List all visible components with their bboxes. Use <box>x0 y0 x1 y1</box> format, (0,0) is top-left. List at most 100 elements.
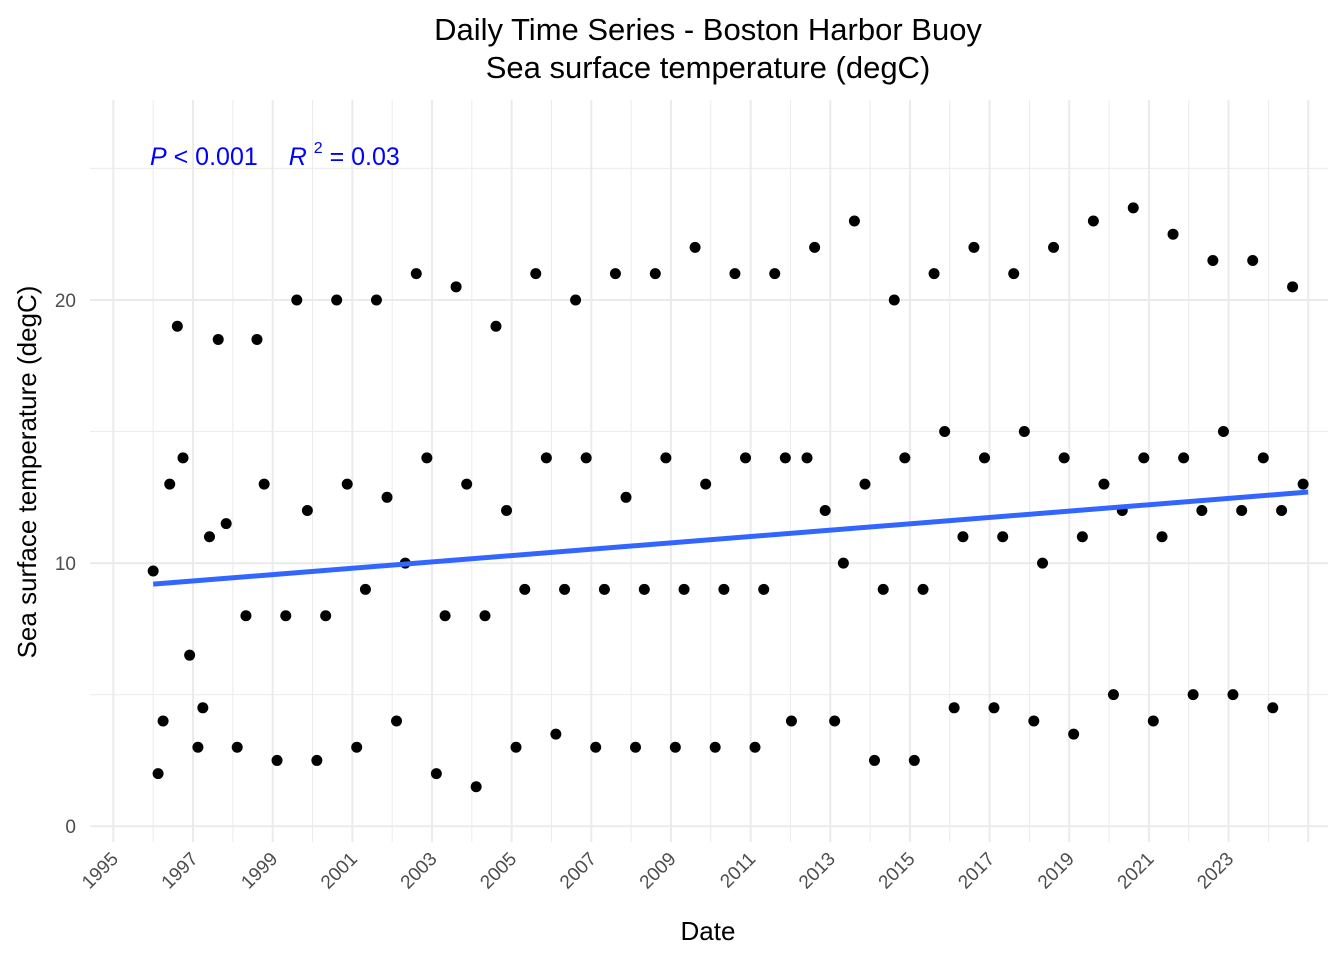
data-point <box>203 531 215 543</box>
data-point <box>809 241 821 253</box>
data-point <box>370 294 382 306</box>
data-point <box>957 531 969 543</box>
data-point <box>1008 268 1020 280</box>
data-point <box>1098 478 1110 490</box>
x-tick-label: 2003 <box>397 849 442 894</box>
data-point <box>147 565 159 577</box>
data-point <box>1028 715 1040 727</box>
data-point <box>1196 504 1208 516</box>
data-point <box>152 768 164 780</box>
data-point <box>978 452 990 464</box>
data-point <box>590 741 602 753</box>
x-tick-label: 2013 <box>795 849 840 894</box>
data-point <box>1178 452 1190 464</box>
data-point <box>1167 228 1179 240</box>
x-tick-label: 2015 <box>875 849 920 894</box>
data-point <box>939 426 951 438</box>
data-point <box>928 268 940 280</box>
data-point <box>877 583 889 595</box>
data-point <box>580 452 592 464</box>
x-tick-label: 2017 <box>954 849 999 894</box>
data-point <box>1048 241 1060 253</box>
data-point <box>848 215 860 227</box>
x-tick-label: 2005 <box>476 849 521 894</box>
annotation-p-text: < 0.001 <box>174 143 258 171</box>
data-point <box>220 518 232 530</box>
data-point <box>700 478 712 490</box>
x-tick-label: 2011 <box>716 849 760 893</box>
data-point <box>749 741 761 753</box>
annotation-r-sup: 2 <box>314 140 323 157</box>
data-point <box>280 610 292 622</box>
data-point <box>171 320 183 332</box>
data-point <box>758 583 770 595</box>
x-tick-label: 2007 <box>556 849 601 894</box>
data-point <box>479 610 491 622</box>
data-point <box>1068 728 1080 740</box>
data-point <box>461 478 473 490</box>
data-point <box>598 583 610 595</box>
data-point <box>164 478 176 490</box>
y-tick-label: 0 <box>65 817 76 838</box>
data-point <box>769 268 781 280</box>
data-point <box>709 741 721 753</box>
data-point <box>888 294 900 306</box>
data-points <box>147 202 1309 793</box>
data-point <box>559 583 571 595</box>
chart-subtitle: Sea surface temperature (degC) <box>486 50 931 85</box>
x-tick-label: 1997 <box>158 849 203 894</box>
data-point <box>291 294 303 306</box>
data-point <box>359 583 371 595</box>
data-point <box>550 728 562 740</box>
data-point <box>638 583 650 595</box>
data-point <box>470 781 482 793</box>
data-point <box>1297 478 1309 490</box>
data-point <box>785 715 797 727</box>
data-point <box>1156 531 1168 543</box>
data-point <box>868 754 880 766</box>
data-point <box>620 491 632 503</box>
data-point <box>997 531 1009 543</box>
data-point <box>1287 281 1299 293</box>
data-point <box>530 268 542 280</box>
grid <box>90 100 1328 842</box>
data-point <box>660 452 672 464</box>
data-point <box>629 741 641 753</box>
data-point <box>212 333 224 345</box>
data-point <box>1107 689 1119 701</box>
data-point <box>968 241 980 253</box>
data-point <box>450 281 462 293</box>
data-point <box>1227 689 1239 701</box>
y-axis-title: Sea surface temperature (degC) <box>12 286 42 659</box>
data-point <box>421 452 433 464</box>
data-point <box>501 504 513 516</box>
data-point <box>430 768 442 780</box>
data-point <box>740 452 752 464</box>
data-point <box>829 715 841 727</box>
x-tick-label: 2009 <box>636 849 681 894</box>
data-point <box>197 702 209 714</box>
x-tick-label: 2023 <box>1193 849 1238 894</box>
data-point <box>1147 715 1159 727</box>
data-point <box>240 610 252 622</box>
data-point <box>729 268 741 280</box>
data-point <box>381 491 393 503</box>
annotation-r-symbol: R <box>289 143 307 171</box>
data-point <box>819 504 831 516</box>
data-point <box>1076 531 1088 543</box>
x-tick-label: 1995 <box>78 849 123 894</box>
data-point <box>837 557 849 569</box>
data-point <box>177 452 189 464</box>
data-point <box>251 333 263 345</box>
data-point <box>1127 202 1139 214</box>
data-point <box>1267 702 1279 714</box>
data-point <box>570 294 582 306</box>
data-point <box>1207 255 1219 267</box>
data-point <box>678 583 690 595</box>
data-point <box>1087 215 1099 227</box>
data-point <box>1187 689 1199 701</box>
data-point <box>391 715 403 727</box>
data-point <box>490 320 502 332</box>
data-point <box>899 452 911 464</box>
